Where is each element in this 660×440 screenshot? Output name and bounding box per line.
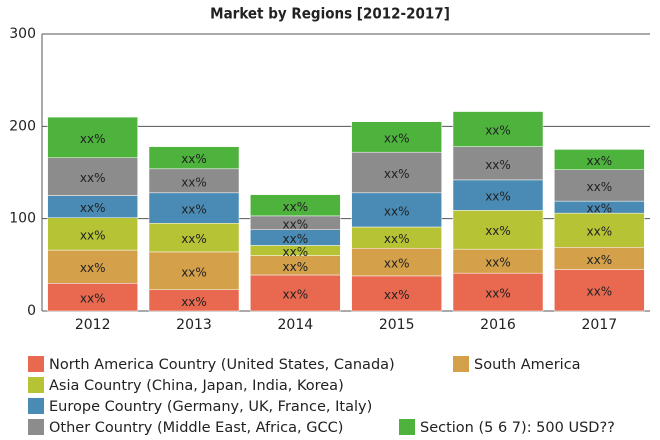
segment-label: xx% [384,232,410,246]
segment-label: xx% [384,288,410,302]
y-tick-label: 0 [27,303,36,319]
legend-swatch [28,377,44,393]
bar-segment [47,116,138,158]
bar-segment [452,210,544,250]
segment-label: xx% [181,175,207,189]
bar-segment [148,168,240,194]
segment-label: xx% [80,228,106,242]
bar-segment [47,157,138,196]
segment-label: xx% [80,292,106,306]
legend-swatch [28,356,44,372]
segment-label: xx% [80,132,106,146]
legend-swatch [28,398,44,414]
segment-label: xx% [283,232,309,246]
x-tick-label: 2017 [582,317,618,333]
legend-label: Asia Country (China, Japan, India, Korea… [49,378,344,394]
bar-segment [47,283,138,312]
segment-label: xx% [384,131,410,145]
bar-segment [351,247,442,277]
segment-label: xx% [80,201,106,215]
segment-label: xx% [80,261,106,275]
segment-label: xx% [587,154,613,168]
segment-label: xx% [80,171,106,185]
segment-label: xx% [181,152,207,166]
segment-label: xx% [587,180,613,194]
x-tick-label: 2015 [379,317,415,333]
segment-label: xx% [485,256,511,270]
segment-label: xx% [587,285,613,299]
segment-label: xx% [181,295,207,309]
segment-label: xx% [587,225,613,239]
legend-swatch [28,419,44,435]
segment-label: xx% [181,265,207,279]
bar-segment [351,192,442,228]
segment-label: xx% [485,224,511,238]
segment-label: xx% [384,257,410,271]
bar-segment [554,269,645,312]
bar-segment [250,194,341,217]
segment-label: xx% [384,167,410,181]
legend-swatch [399,419,415,435]
bar-segment [452,248,544,274]
segment-label: xx% [181,232,207,246]
segment-label: xx% [384,204,410,218]
segment-label: xx% [485,158,511,172]
bar-segment [250,274,341,312]
bar-segment [452,179,544,211]
legend-label: Other Country (Middle East, Africa, GCC) [49,420,343,436]
segment-label: xx% [283,260,309,274]
bar-segment [452,111,544,147]
bar-segment [452,146,544,181]
segment-label: xx% [485,287,511,301]
segment-label: xx% [283,287,309,301]
legend-label: Europe Country (Germany, UK, France, Ita… [49,399,372,415]
segment-label: xx% [485,190,511,204]
x-tick-label: 2012 [75,317,111,333]
bar-segment [452,272,544,312]
segment-label: xx% [485,124,511,138]
x-tick-label: 2016 [480,317,516,333]
bar-segment [554,212,645,248]
segment-label: xx% [587,202,613,216]
bar-segment [351,275,442,312]
segment-label: xx% [283,245,309,259]
bar-segment [148,146,240,170]
bar-segment [148,192,240,224]
segment-label: xx% [283,217,309,231]
bar-segment [554,169,645,202]
segment-label: xx% [283,200,309,214]
y-tick-label: 100 [9,211,36,227]
x-tick-label: 2013 [176,317,212,333]
bar-segment [351,151,442,194]
y-tick-label: 300 [9,26,36,42]
chart-title: Market by Regions [2012-2017] [210,5,450,23]
legend-swatch [453,356,469,372]
legend-label: North America Country (United States, Ca… [49,357,395,373]
y-tick-label: 200 [9,118,36,134]
legend-label: South America [474,357,581,373]
bar-segment [351,121,442,153]
legend-label: Section (5 6 7): 500 USD?? [420,420,615,436]
bar-segment [554,149,645,170]
bar-segment [47,249,138,284]
segment-label: xx% [181,203,207,217]
segment-label: xx% [587,253,613,267]
x-tick-label: 2014 [278,317,314,333]
